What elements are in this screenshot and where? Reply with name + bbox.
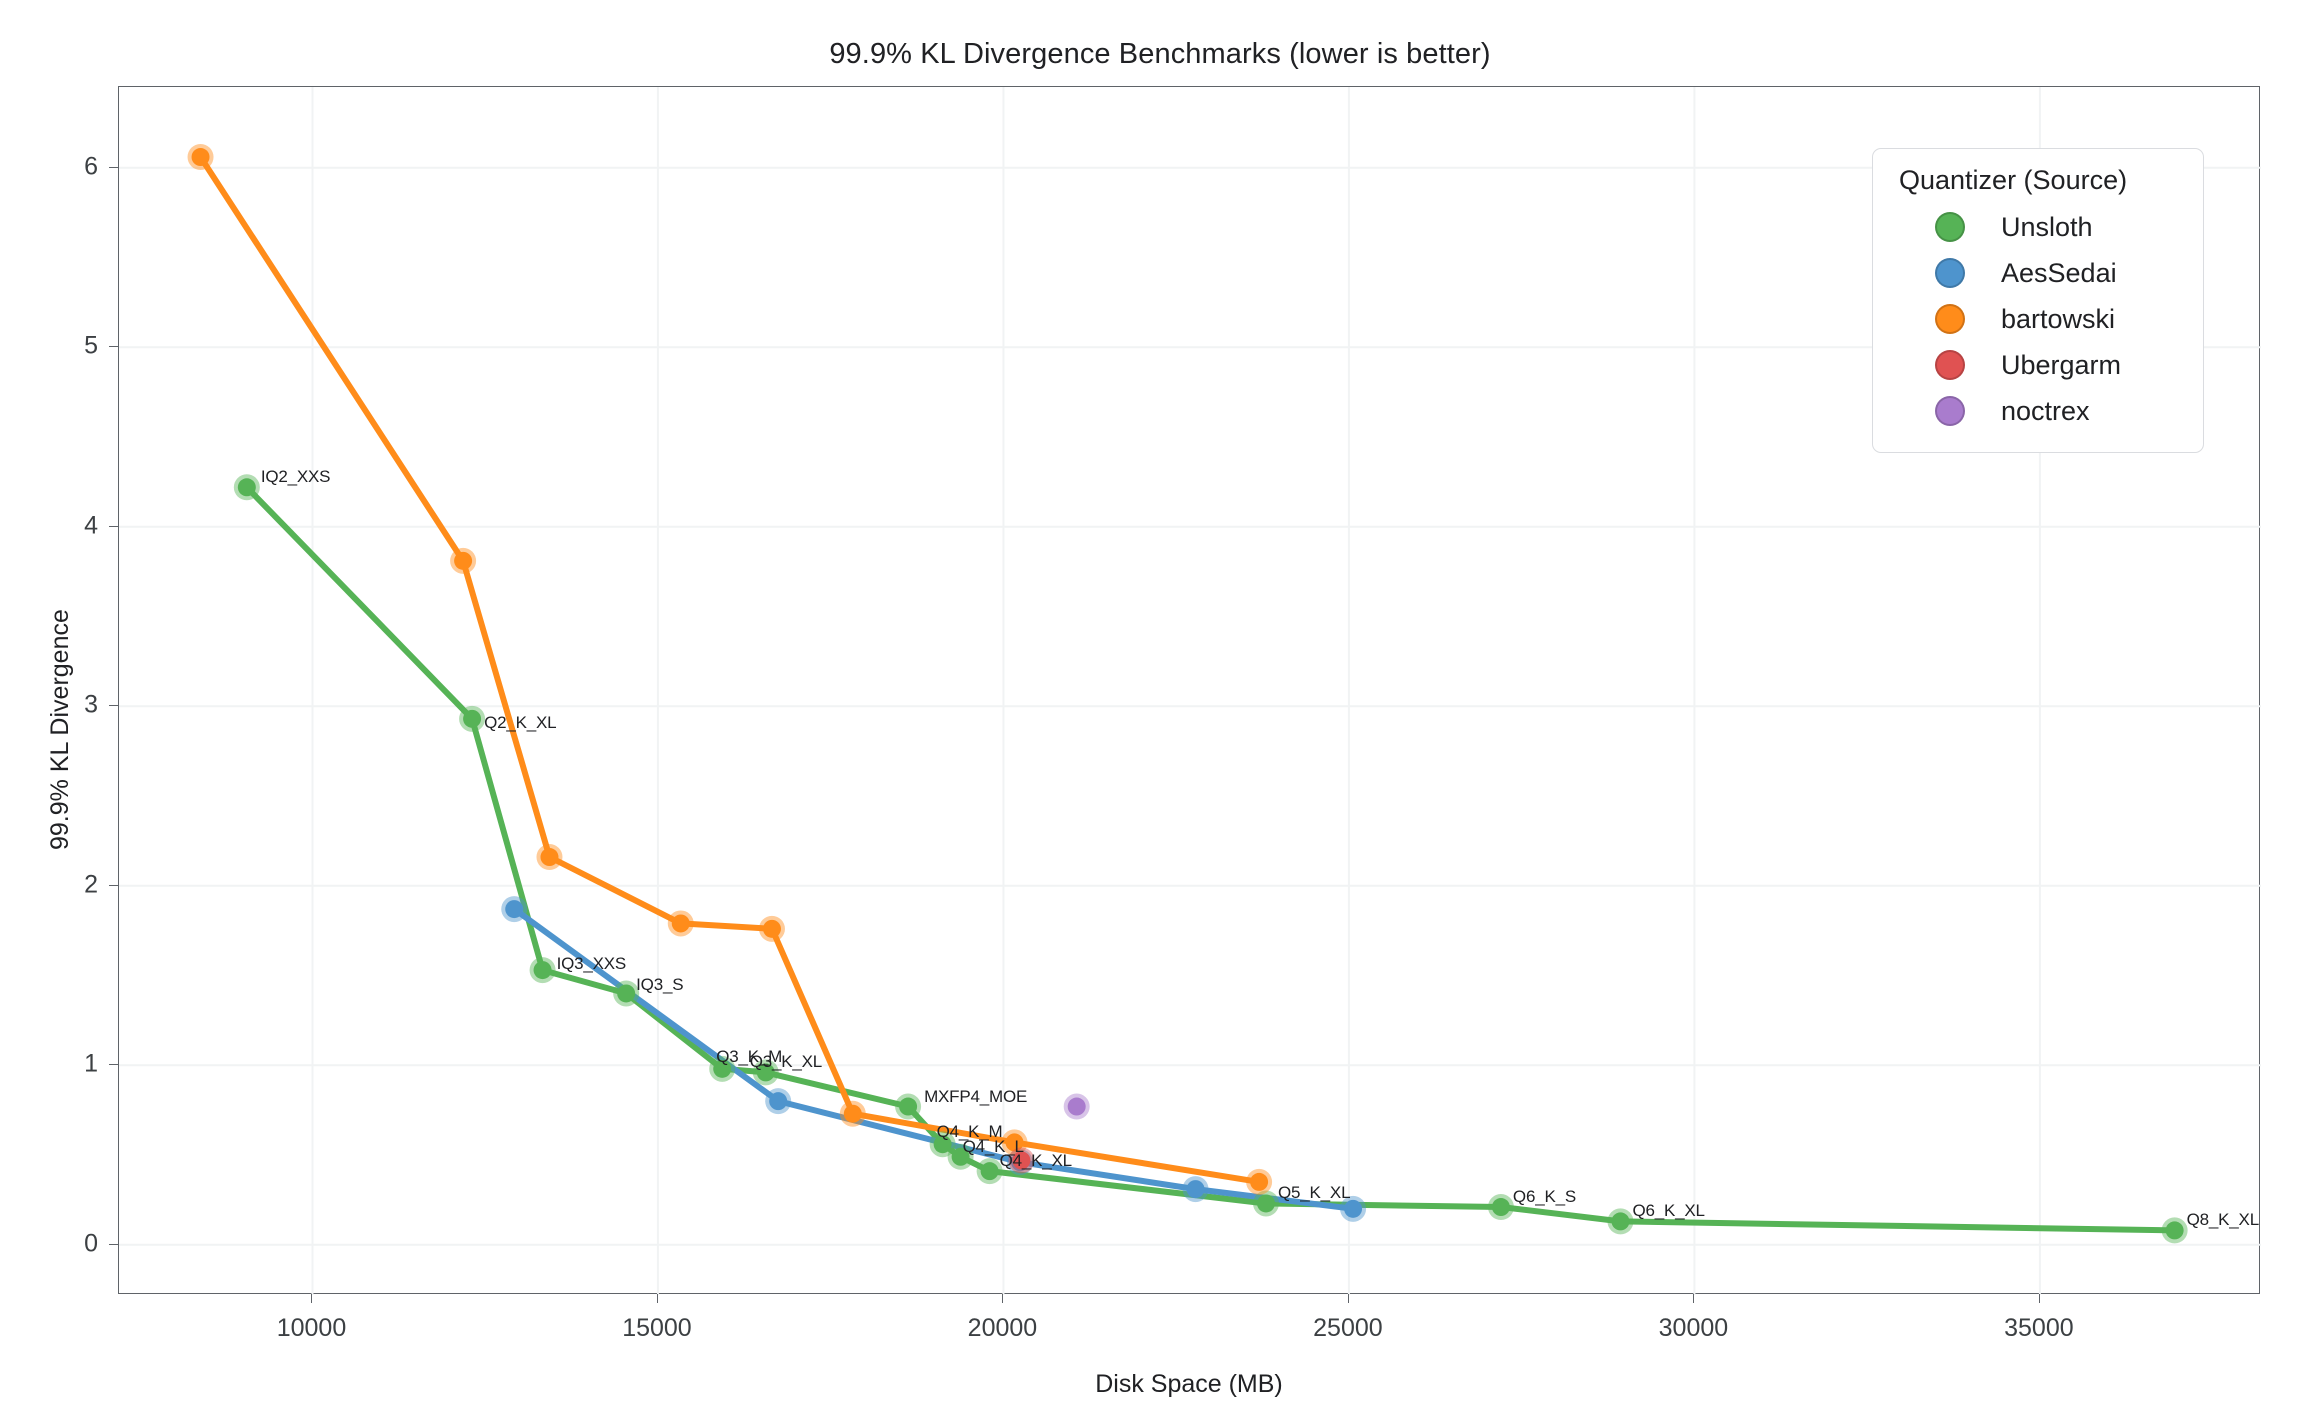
data-point-unsloth[interactable] xyxy=(529,957,556,984)
y-tick-label: 5 xyxy=(84,331,98,360)
point-label-layer: IQ2_XXS Q2_K_XL IQ3_XXS IQ3_S Q3_K_M Q3_K_XL M… xyxy=(119,87,2259,1293)
y-tick-label: 6 xyxy=(84,152,98,181)
legend-item-noctrex[interactable]: noctrex xyxy=(1893,388,2183,434)
legend-item-bartowski[interactable]: bartowski xyxy=(1893,296,2183,342)
x-axis-title: Disk Space (MB) xyxy=(1095,1370,1283,1398)
y-tick-mark xyxy=(109,705,118,707)
data-point-aessedai[interactable] xyxy=(1182,1176,1209,1203)
y-tick-label: 4 xyxy=(84,511,98,540)
chart-title: 99.9% KL Divergence Benchmarks (lower is… xyxy=(829,38,1491,70)
data-point-unsloth[interactable] xyxy=(1487,1194,1514,1221)
point-label: Q4_K_L xyxy=(962,1136,1024,1156)
point-label: Q3_K_M xyxy=(716,1046,783,1066)
series-line-bartowski xyxy=(197,154,1263,1185)
y-tick-mark xyxy=(109,346,118,348)
point-label: Q2_K_XL xyxy=(484,712,557,732)
series-layer xyxy=(119,87,2259,1293)
legend-item-label: Unsloth xyxy=(2001,211,2093,242)
x-tick-label: 15000 xyxy=(622,1314,692,1342)
x-tick-label: 20000 xyxy=(967,1314,1038,1342)
legend-swatch-icon xyxy=(1935,350,1965,380)
point-label: Q6_K_S xyxy=(1512,1187,1576,1207)
x-tick-mark xyxy=(311,1294,313,1303)
legend-swatch-icon xyxy=(1935,212,1965,242)
y-tick-label: 2 xyxy=(84,870,98,899)
x-tick-label: 10000 xyxy=(276,1314,347,1342)
point-label: Q4_K_XL xyxy=(999,1151,1073,1171)
data-point-bartowski[interactable] xyxy=(536,844,563,871)
data-point-unsloth[interactable] xyxy=(929,1131,956,1158)
y-tick-mark xyxy=(109,525,118,527)
data-point-unsloth[interactable] xyxy=(459,705,486,732)
data-point-aessedai[interactable] xyxy=(501,896,528,923)
y-tick-label: 3 xyxy=(84,690,98,719)
point-label: IQ2_XXS xyxy=(260,467,331,487)
data-point-unsloth[interactable] xyxy=(709,1055,736,1082)
point-label: Q5_K_XL xyxy=(1278,1183,1351,1203)
legend-item-label: bartowski xyxy=(2001,303,2116,334)
y-tick-mark xyxy=(109,884,118,886)
data-point-bartowski[interactable] xyxy=(839,1100,866,1127)
legend-item-unsloth[interactable]: Unsloth xyxy=(1893,204,2183,250)
legend-item-label: noctrex xyxy=(2001,395,2090,426)
legend-swatch-icon xyxy=(1935,396,1965,426)
data-point-bartowski[interactable] xyxy=(667,910,694,937)
data-point-unsloth[interactable] xyxy=(2161,1217,2188,1244)
data-point-bartowski[interactable] xyxy=(1246,1168,1273,1195)
data-point-unsloth[interactable] xyxy=(1253,1190,1280,1217)
point-label: Q4_K_M xyxy=(936,1122,1003,1142)
y-tick-mark xyxy=(109,166,118,168)
x-tick-label: 30000 xyxy=(1658,1314,1729,1342)
data-point-bartowski[interactable] xyxy=(450,547,477,574)
data-point-bartowski[interactable] xyxy=(758,915,785,942)
y-tick-mark xyxy=(109,1064,118,1066)
legend-item-aessedai[interactable]: AesSedai xyxy=(1893,250,2183,296)
y-tick-mark xyxy=(109,1243,118,1245)
x-tick-mark xyxy=(2038,1294,2040,1303)
point-label: Q3_K_XL xyxy=(749,1052,823,1072)
x-tick-label: 35000 xyxy=(2004,1314,2074,1342)
data-point-unsloth[interactable] xyxy=(233,474,260,501)
legend-items: Unsloth AesSedai bartowski Ubergarm noctrex xyxy=(1893,204,2183,434)
y-tick-label: 1 xyxy=(84,1049,98,1078)
legend-item-ubergarm[interactable]: Ubergarm xyxy=(1893,342,2183,388)
y-axis-title: 99.9% KL Divergence xyxy=(46,609,74,850)
legend-title: Quantizer (Source) xyxy=(1899,165,2128,195)
legend-item-label: Ubergarm xyxy=(2001,349,2122,380)
point-label: Q6_K_XL xyxy=(1632,1201,1705,1221)
x-tick-mark xyxy=(1693,1294,1695,1303)
point-label: IQ3_S xyxy=(636,975,684,995)
legend-swatch-icon xyxy=(1935,258,1965,288)
data-point-unsloth[interactable] xyxy=(613,980,640,1007)
data-point-aessedai[interactable] xyxy=(1340,1195,1367,1222)
point-label: IQ3_XXS xyxy=(556,954,627,974)
data-point-unsloth[interactable] xyxy=(976,1158,1003,1185)
x-tick-mark xyxy=(1347,1294,1349,1303)
data-point-unsloth[interactable] xyxy=(947,1143,974,1170)
x-tick-label: 25000 xyxy=(1313,1314,1383,1342)
y-tick-label: 0 xyxy=(84,1229,98,1258)
legend: Quantizer (Source) Unsloth AesSedai bartow… xyxy=(1872,148,2204,453)
legend-item-label: AesSedai xyxy=(2001,257,2117,288)
x-tick-mark xyxy=(656,1294,658,1303)
data-point-noctrex[interactable] xyxy=(1063,1093,1090,1120)
point-label: Q8_K_XL xyxy=(2186,1210,2260,1230)
data-point-bartowski[interactable] xyxy=(1001,1129,1028,1156)
data-point-aessedai[interactable] xyxy=(765,1088,792,1115)
data-point-unsloth[interactable] xyxy=(1607,1208,1634,1235)
data-point-unsloth[interactable] xyxy=(752,1059,779,1086)
data-point-ubergarm[interactable] xyxy=(1008,1147,1035,1174)
data-point-unsloth[interactable] xyxy=(895,1093,922,1120)
x-tick-mark xyxy=(1002,1294,1004,1303)
point-label: MXFP4_MOE xyxy=(924,1086,1028,1106)
legend-swatch-icon xyxy=(1935,304,1965,334)
data-point-bartowski[interactable] xyxy=(187,144,214,171)
